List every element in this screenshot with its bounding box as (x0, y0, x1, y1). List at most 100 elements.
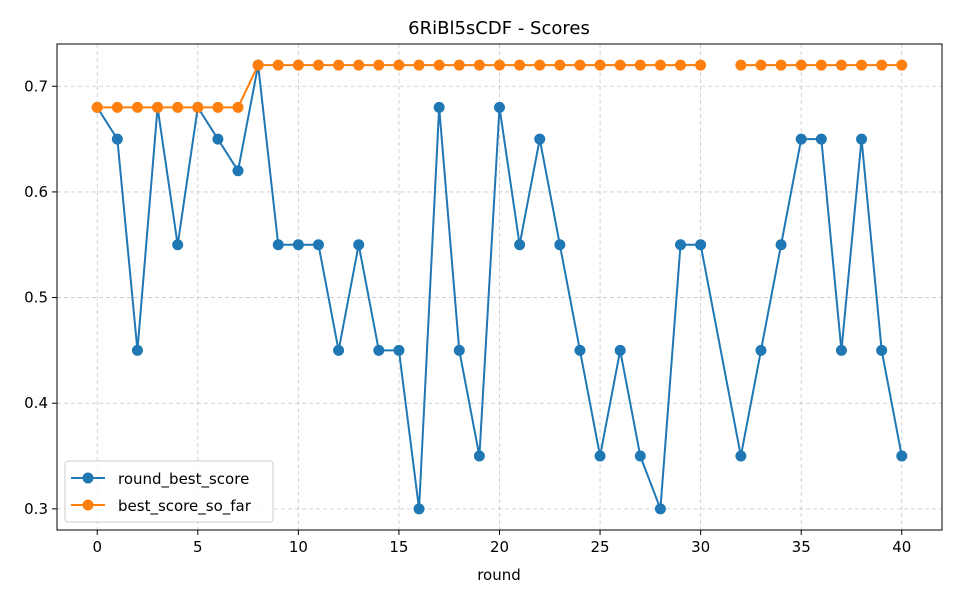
data-point-round-best-score (514, 239, 526, 251)
data-point-round-best-score (856, 133, 868, 145)
data-point-best-score-so-far (272, 59, 284, 71)
data-point-round-best-score (634, 450, 646, 462)
data-point-round-best-score (896, 450, 908, 462)
series-line-round-best-score (96, 64, 903, 510)
legend-label-best-score-so-far: best_score_so_far (118, 497, 252, 516)
data-point-best-score-so-far (353, 59, 365, 71)
y-tick-label: 0.6 (24, 183, 48, 201)
series-layer (91, 59, 908, 515)
y-axis-ticks: 0.3 0.4 0.5 0.6 0.7 (24, 77, 57, 518)
data-point-round-best-score (131, 344, 143, 356)
data-point-round-best-score (413, 503, 425, 515)
x-tick-label: 25 (591, 538, 610, 556)
data-point-best-score-so-far (654, 59, 666, 71)
data-point-round-best-score (654, 503, 666, 515)
data-point-round-best-score (453, 344, 465, 356)
data-point-best-score-so-far (835, 59, 847, 71)
data-point-best-score-so-far (333, 59, 345, 71)
data-point-best-score-so-far (232, 101, 244, 113)
data-point-round-best-score (594, 450, 606, 462)
data-point-round-best-score (212, 133, 224, 145)
data-point-round-best-score (333, 344, 345, 356)
data-point-round-best-score (534, 133, 546, 145)
data-point-round-best-score (835, 344, 847, 356)
data-point-best-score-so-far (152, 101, 164, 113)
data-point-best-score-so-far (514, 59, 526, 71)
data-point-best-score-so-far (433, 59, 445, 71)
y-tick-label: 0.4 (24, 394, 48, 412)
data-point-best-score-so-far (755, 59, 767, 71)
data-point-round-best-score (876, 344, 888, 356)
data-point-best-score-so-far (292, 59, 304, 71)
data-point-best-score-so-far (594, 59, 606, 71)
data-point-best-score-so-far (675, 59, 687, 71)
data-point-best-score-so-far (373, 59, 385, 71)
data-point-best-score-so-far (131, 101, 143, 113)
data-point-best-score-so-far (212, 101, 224, 113)
data-point-best-score-so-far (815, 59, 827, 71)
data-point-round-best-score (473, 450, 485, 462)
data-point-best-score-so-far (91, 101, 103, 113)
x-tick-label: 30 (691, 538, 710, 556)
data-point-round-best-score (373, 344, 385, 356)
chart-title: 6RiBl5sCDF - Scores (408, 18, 590, 39)
data-point-round-best-score (111, 133, 123, 145)
data-point-round-best-score (815, 133, 827, 145)
data-point-round-best-score (554, 239, 566, 251)
data-point-best-score-so-far (413, 59, 425, 71)
data-point-best-score-so-far (252, 59, 264, 71)
legend-marker-best-score-so-far (82, 499, 94, 511)
data-point-round-best-score (272, 239, 284, 251)
data-point-best-score-so-far (614, 59, 626, 71)
legend-label-round-best-score: round_best_score (118, 470, 249, 489)
data-point-round-best-score (172, 239, 184, 251)
data-point-best-score-so-far (795, 59, 807, 71)
data-point-best-score-so-far (695, 59, 707, 71)
data-point-round-best-score (232, 165, 244, 177)
data-point-best-score-so-far (876, 59, 888, 71)
x-tick-label: 40 (892, 538, 911, 556)
data-point-round-best-score (312, 239, 324, 251)
series-best-score-so-far (91, 59, 908, 113)
legend-marker-round-best-score (82, 472, 94, 484)
x-tick-label: 0 (92, 538, 102, 556)
data-point-round-best-score (775, 239, 787, 251)
series-round-best-score (91, 59, 908, 515)
y-tick-label: 0.5 (24, 289, 48, 307)
data-point-round-best-score (795, 133, 807, 145)
data-point-best-score-so-far (735, 59, 747, 71)
data-point-best-score-so-far (634, 59, 646, 71)
data-point-best-score-so-far (574, 59, 586, 71)
data-point-round-best-score (433, 101, 445, 113)
y-tick-label: 0.7 (24, 77, 48, 95)
data-point-round-best-score (755, 344, 767, 356)
x-tick-label: 10 (289, 538, 308, 556)
data-point-round-best-score (353, 239, 365, 251)
data-point-round-best-score (574, 344, 586, 356)
data-point-best-score-so-far (775, 59, 787, 71)
x-tick-label: 20 (490, 538, 509, 556)
data-point-round-best-score (494, 101, 505, 113)
data-point-best-score-so-far (896, 59, 908, 71)
data-point-best-score-so-far (554, 59, 566, 71)
data-point-best-score-so-far (312, 59, 324, 71)
x-axis-ticks: 0 5 10 15 20 25 30 35 40 (92, 530, 911, 556)
data-point-best-score-so-far (172, 101, 184, 113)
data-point-round-best-score (292, 239, 304, 251)
data-point-round-best-score (614, 344, 626, 356)
data-point-round-best-score (675, 239, 687, 251)
plot-frame (56, 43, 943, 531)
grid (57, 44, 942, 530)
data-point-best-score-so-far (494, 59, 505, 71)
data-point-best-score-so-far (393, 59, 405, 71)
x-tick-label: 15 (389, 538, 408, 556)
data-point-best-score-so-far (453, 59, 465, 71)
x-tick-label: 35 (792, 538, 811, 556)
data-point-best-score-so-far (856, 59, 868, 71)
x-tick-label: 5 (193, 538, 203, 556)
data-point-round-best-score (695, 239, 707, 251)
data-point-best-score-so-far (473, 59, 485, 71)
data-point-best-score-so-far (111, 101, 123, 113)
data-point-best-score-so-far (192, 101, 204, 113)
